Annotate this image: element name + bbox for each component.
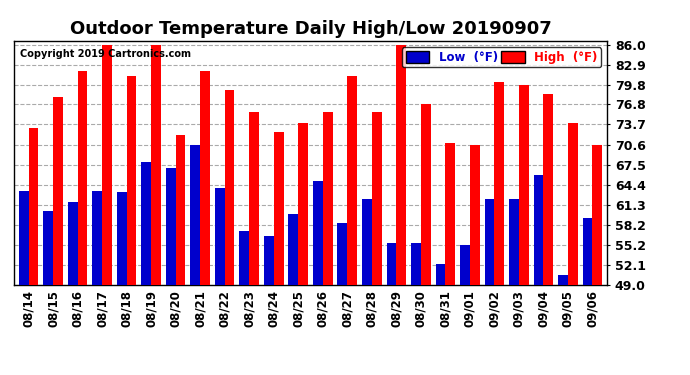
- Bar: [141, 162, 151, 285]
- Bar: [151, 45, 161, 285]
- Legend: Low  (°F), High  (°F): Low (°F), High (°F): [402, 47, 601, 67]
- Bar: [53, 97, 63, 285]
- Text: Copyright 2019 Cartronics.com: Copyright 2019 Cartronics.com: [20, 49, 190, 58]
- Bar: [102, 45, 112, 285]
- Bar: [176, 135, 186, 285]
- Bar: [68, 202, 77, 285]
- Bar: [470, 145, 480, 285]
- Bar: [43, 211, 53, 285]
- Bar: [544, 94, 553, 285]
- Bar: [386, 243, 396, 285]
- Bar: [117, 192, 126, 285]
- Bar: [19, 191, 28, 285]
- Bar: [362, 199, 372, 285]
- Bar: [313, 181, 323, 285]
- Bar: [337, 223, 347, 285]
- Bar: [435, 264, 445, 285]
- Bar: [396, 45, 406, 285]
- Bar: [200, 70, 210, 285]
- Bar: [445, 143, 455, 285]
- Bar: [347, 76, 357, 285]
- Bar: [495, 82, 504, 285]
- Bar: [298, 123, 308, 285]
- Bar: [411, 243, 421, 285]
- Bar: [582, 218, 593, 285]
- Bar: [323, 112, 333, 285]
- Bar: [421, 104, 431, 285]
- Bar: [533, 175, 544, 285]
- Bar: [190, 145, 200, 285]
- Bar: [77, 70, 88, 285]
- Bar: [225, 90, 235, 285]
- Bar: [166, 168, 176, 285]
- Bar: [288, 213, 298, 285]
- Bar: [568, 123, 578, 285]
- Bar: [249, 112, 259, 285]
- Bar: [274, 132, 284, 285]
- Title: Outdoor Temperature Daily High/Low 20190907: Outdoor Temperature Daily High/Low 20190…: [70, 20, 551, 38]
- Bar: [484, 199, 495, 285]
- Bar: [264, 236, 274, 285]
- Bar: [593, 145, 602, 285]
- Bar: [519, 85, 529, 285]
- Bar: [239, 231, 249, 285]
- Bar: [215, 188, 225, 285]
- Bar: [126, 76, 137, 285]
- Bar: [460, 245, 470, 285]
- Bar: [558, 275, 568, 285]
- Bar: [372, 112, 382, 285]
- Bar: [28, 128, 39, 285]
- Bar: [509, 199, 519, 285]
- Bar: [92, 191, 102, 285]
